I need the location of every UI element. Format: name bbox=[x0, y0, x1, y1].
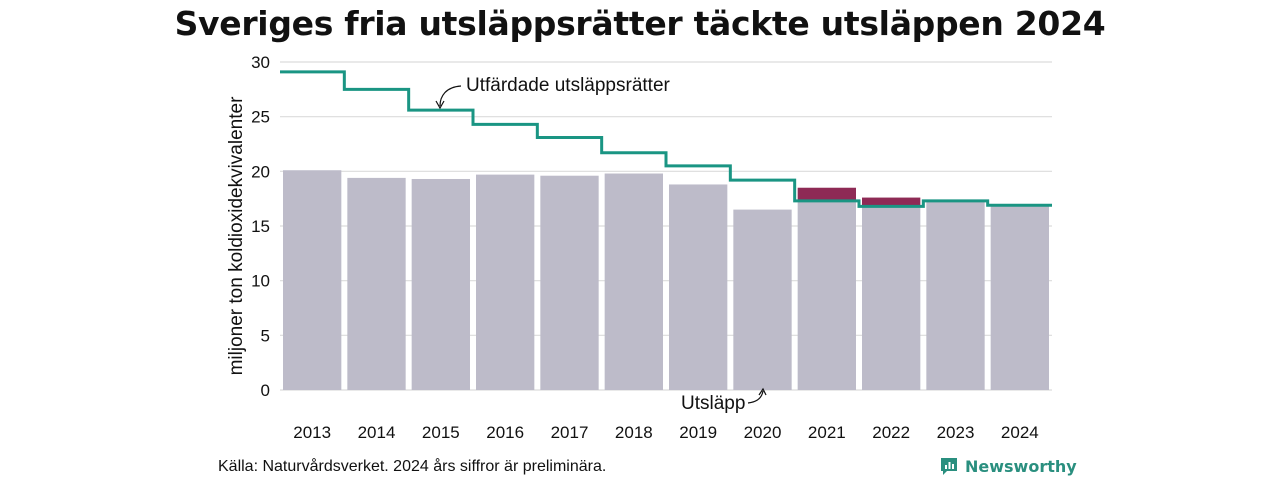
annotation-emissions: Utsläpp bbox=[681, 393, 745, 414]
bar bbox=[604, 173, 663, 390]
y-tick-labels: 0 5 10 15 20 25 30 bbox=[251, 53, 270, 400]
y-tick-label: 15 bbox=[251, 217, 270, 236]
bar bbox=[283, 170, 342, 390]
bar bbox=[411, 178, 470, 390]
annotation-arrowhead bbox=[758, 387, 767, 396]
bars bbox=[283, 170, 1049, 390]
x-tick-label: 2016 bbox=[486, 423, 524, 442]
bar bbox=[669, 184, 728, 390]
x-tick-label: 2018 bbox=[615, 423, 653, 442]
y-tick-label: 30 bbox=[251, 53, 270, 72]
allowance-step-line bbox=[280, 70, 1052, 208]
annotation-allowances: Utfärdade utsläppsrätter bbox=[466, 75, 671, 96]
bar bbox=[797, 200, 856, 390]
bar-excess bbox=[797, 187, 856, 201]
source-note: Källa: Naturvårdsverket. 2024 års siffro… bbox=[218, 458, 607, 475]
x-tick-label: 2021 bbox=[808, 423, 846, 442]
x-tick-label: 2019 bbox=[679, 423, 717, 442]
annotation-arrow bbox=[747, 390, 764, 404]
y-tick-label: 0 bbox=[261, 381, 270, 400]
bar bbox=[990, 206, 1049, 390]
bar bbox=[476, 174, 535, 390]
brand-name: Newsworthy bbox=[965, 456, 1077, 476]
y-tick-label: 10 bbox=[251, 272, 270, 291]
y-tick-label: 5 bbox=[261, 326, 270, 345]
bar-excess bbox=[862, 197, 921, 207]
y-tick-label: 20 bbox=[251, 162, 270, 181]
bar bbox=[347, 177, 406, 390]
x-tick-labels: 2013 2014 2015 2016 2017 2018 2019 2020 2021 2022… bbox=[293, 423, 1038, 442]
x-tick-label: 2013 bbox=[293, 423, 331, 442]
annotations: Utfärdade utsläppsrätter Utsläpp bbox=[435, 75, 767, 414]
annotation-arrow bbox=[439, 85, 462, 107]
x-tick-label: 2020 bbox=[744, 423, 782, 442]
step-line bbox=[280, 70, 1052, 208]
gridlines bbox=[280, 61, 1052, 391]
annotation-arrowhead bbox=[435, 100, 445, 110]
x-tick-label: 2024 bbox=[1001, 423, 1039, 442]
x-tick-label: 2014 bbox=[358, 423, 396, 442]
y-tick-label: 25 bbox=[251, 108, 270, 127]
bar bbox=[540, 175, 599, 390]
x-tick-label: 2023 bbox=[937, 423, 975, 442]
chart-title: Sveriges fria utsläppsrätter täckte utsl… bbox=[174, 4, 1106, 43]
newsworthy-logo-icon bbox=[941, 458, 957, 475]
bar bbox=[926, 201, 985, 390]
x-tick-label: 2022 bbox=[872, 423, 910, 442]
brand: Newsworthy bbox=[939, 456, 1077, 476]
x-tick-label: 2017 bbox=[551, 423, 589, 442]
bar bbox=[862, 206, 921, 390]
bar bbox=[733, 209, 792, 390]
x-tick-label: 2015 bbox=[422, 423, 460, 442]
